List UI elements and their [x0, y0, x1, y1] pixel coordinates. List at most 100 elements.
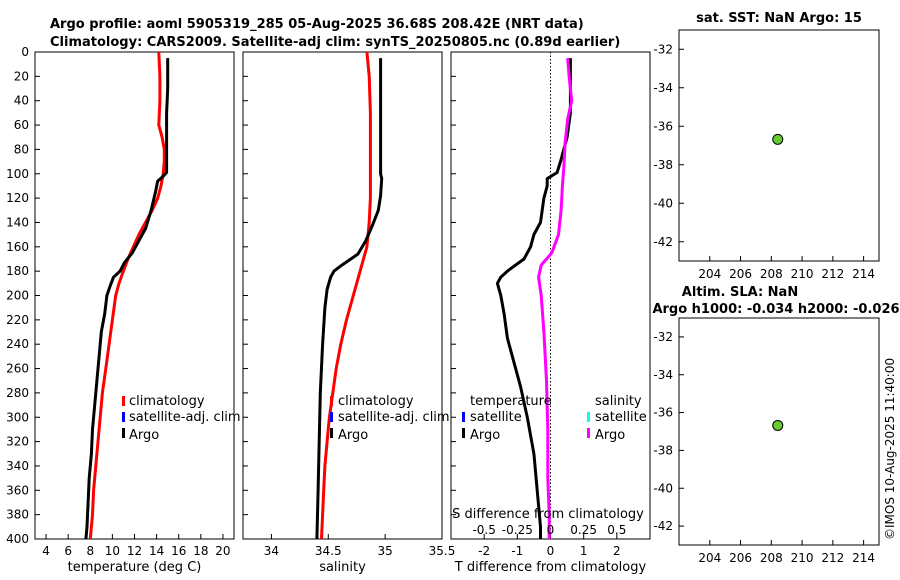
y-tick-label: 280 — [6, 386, 29, 400]
x-axis-label: salinity — [319, 560, 366, 575]
y-tick-label: 20 — [14, 69, 29, 83]
x-tick-label: 8 — [86, 544, 94, 558]
x-tick-label: 20 — [215, 544, 230, 558]
legend-label-satellite: satellite-adj. clim — [338, 410, 450, 425]
x-tick-label: 10 — [105, 544, 120, 558]
map-title: Altim. SLA: NaN — [682, 285, 798, 300]
x-tick-label: 208 — [760, 267, 783, 281]
y-tick-label: 380 — [6, 508, 29, 522]
legend-title-salinity: salinity — [595, 394, 642, 409]
x-tick-label: -1 — [511, 544, 523, 558]
legend-label-climatology: climatology — [338, 394, 414, 409]
x-tick-label: 35.5 — [429, 544, 456, 558]
y-tick-label: 240 — [6, 337, 29, 351]
x-tick-label: 35 — [378, 544, 393, 558]
temperature-legend: climatology satellite-adj. clim Argo — [122, 394, 241, 443]
y-tick-label: 260 — [6, 362, 29, 376]
x-tick-label: 212 — [821, 551, 844, 565]
figure-title-line1: Argo profile: aoml 5905319_285 05-Aug-20… — [50, 17, 584, 32]
timestamp-stamp: ©IMOS 10-Aug-2025 11:40:00 — [883, 358, 897, 540]
y-tick-label: 400 — [6, 532, 29, 546]
plot-frame — [678, 317, 880, 546]
legend-label-argo: Argo — [129, 428, 159, 443]
y-tick-label: -32 — [653, 42, 673, 56]
legend-swatch-argo — [330, 428, 333, 438]
legend-swatch-temp-argo — [462, 428, 465, 438]
plot-frame — [34, 51, 235, 540]
series-line-climatology — [88, 51, 166, 540]
x-tick-label: 214 — [852, 551, 875, 565]
legend-label-satellite: satellite-adj. clim — [129, 410, 241, 425]
figure-title-line2: Climatology: CARS2009. Satellite-adj cli… — [50, 35, 620, 50]
legend-label-temp-satellite: satellite — [470, 410, 522, 425]
plot-frame — [242, 51, 443, 540]
y-tick-label: 100 — [6, 167, 29, 181]
y-tick-label: 140 — [6, 215, 29, 229]
x-tick-label: 212 — [821, 267, 844, 281]
y-tick-label: 300 — [6, 410, 29, 424]
x-tick-label: 14 — [149, 544, 164, 558]
x-tick-label: 34 — [264, 544, 279, 558]
x-tick-label: 206 — [729, 551, 752, 565]
y-tick-label: -38 — [653, 158, 673, 172]
map-title: sat. SST: NaN Argo: 15 — [696, 11, 862, 26]
sla-map-panel: 204 206 208 210 212 214 -32 -34 -36 -38 -40 -42 Alti… — [652, 285, 899, 565]
x-tick-label: 204 — [698, 267, 721, 281]
legend-label-climatology: climatology — [129, 394, 205, 409]
difference-panel: -2 -1 0 1 2 S difference from climatology-0.5… — [450, 51, 651, 575]
legend-label-argo: Argo — [338, 428, 368, 443]
y-tick-label: -36 — [653, 119, 673, 133]
s-tick-label: 0.25 — [570, 523, 597, 537]
y-tick-label: -40 — [653, 481, 673, 495]
x-tick-label: 206 — [729, 267, 752, 281]
sst-map-panel: 204 206 208 210 212 214 -32 -34 -36 -38 -40 -42 sat.… — [653, 11, 880, 281]
y-tick-label: 200 — [6, 289, 29, 303]
s-tick-label: 0.5 — [607, 523, 626, 537]
x-tick-label: 208 — [760, 551, 783, 565]
legend-swatch-satellite — [122, 412, 125, 422]
legend-swatch-sal-argo — [587, 428, 590, 438]
y-tick-label: 80 — [14, 142, 29, 156]
x-tick-label: 210 — [791, 267, 814, 281]
difference-legend: temperature satellite Argo salinity sate… — [462, 394, 647, 443]
s-tick-label: 0 — [547, 523, 555, 537]
y-tick-label: 60 — [14, 118, 29, 132]
y-tick-label: 340 — [6, 459, 29, 473]
y-tick-label: 160 — [6, 240, 29, 254]
legend-swatch-temp-satellite — [462, 412, 465, 422]
s-axis-label: S difference from climatology — [452, 507, 644, 522]
y-tick-label: -32 — [653, 330, 673, 344]
y-tick-label: -42 — [653, 235, 673, 249]
salinity-panel: 34 34.5 35 35.5 salinity — [242, 51, 456, 575]
plot-frame — [678, 29, 880, 262]
series-line-argo — [315, 58, 384, 540]
salinity-legend: climatology satellite-adj. clim Argo — [330, 394, 450, 443]
legend-swatch-climatology — [122, 396, 125, 406]
x-tick-label: 2 — [613, 544, 621, 558]
x-tick-label: 204 — [698, 551, 721, 565]
s-tick-label: -0.5 — [472, 523, 495, 537]
y-tick-label: 360 — [6, 483, 29, 497]
x-tick-label: 6 — [64, 544, 72, 558]
argo-position-marker — [772, 133, 784, 145]
y-tick-label: 0 — [21, 45, 29, 59]
x-axis-label: temperature (deg C) — [68, 560, 202, 575]
y-tick-label: -38 — [653, 443, 673, 457]
y-tick-label: -40 — [653, 196, 673, 210]
x-tick-label: 18 — [193, 544, 208, 558]
y-tick-label: 180 — [6, 264, 29, 278]
y-tick-label: 120 — [6, 191, 29, 205]
x-tick-label: 214 — [852, 267, 875, 281]
series-line-salinity-argo — [537, 57, 574, 539]
legend-swatch-satellite — [330, 412, 333, 422]
x-axis-label: T difference from climatology — [454, 560, 647, 575]
legend-label-temp-argo: Argo — [470, 428, 500, 443]
legend-swatch-argo — [122, 428, 125, 438]
argo-position-marker — [772, 419, 784, 431]
legend-swatch-climatology — [330, 396, 333, 406]
legend-label-sal-argo: Argo — [595, 428, 625, 443]
y-tick-label: -42 — [653, 519, 673, 533]
y-tick-label: -34 — [653, 81, 673, 95]
legend-swatch-sal-satellite — [587, 412, 590, 422]
